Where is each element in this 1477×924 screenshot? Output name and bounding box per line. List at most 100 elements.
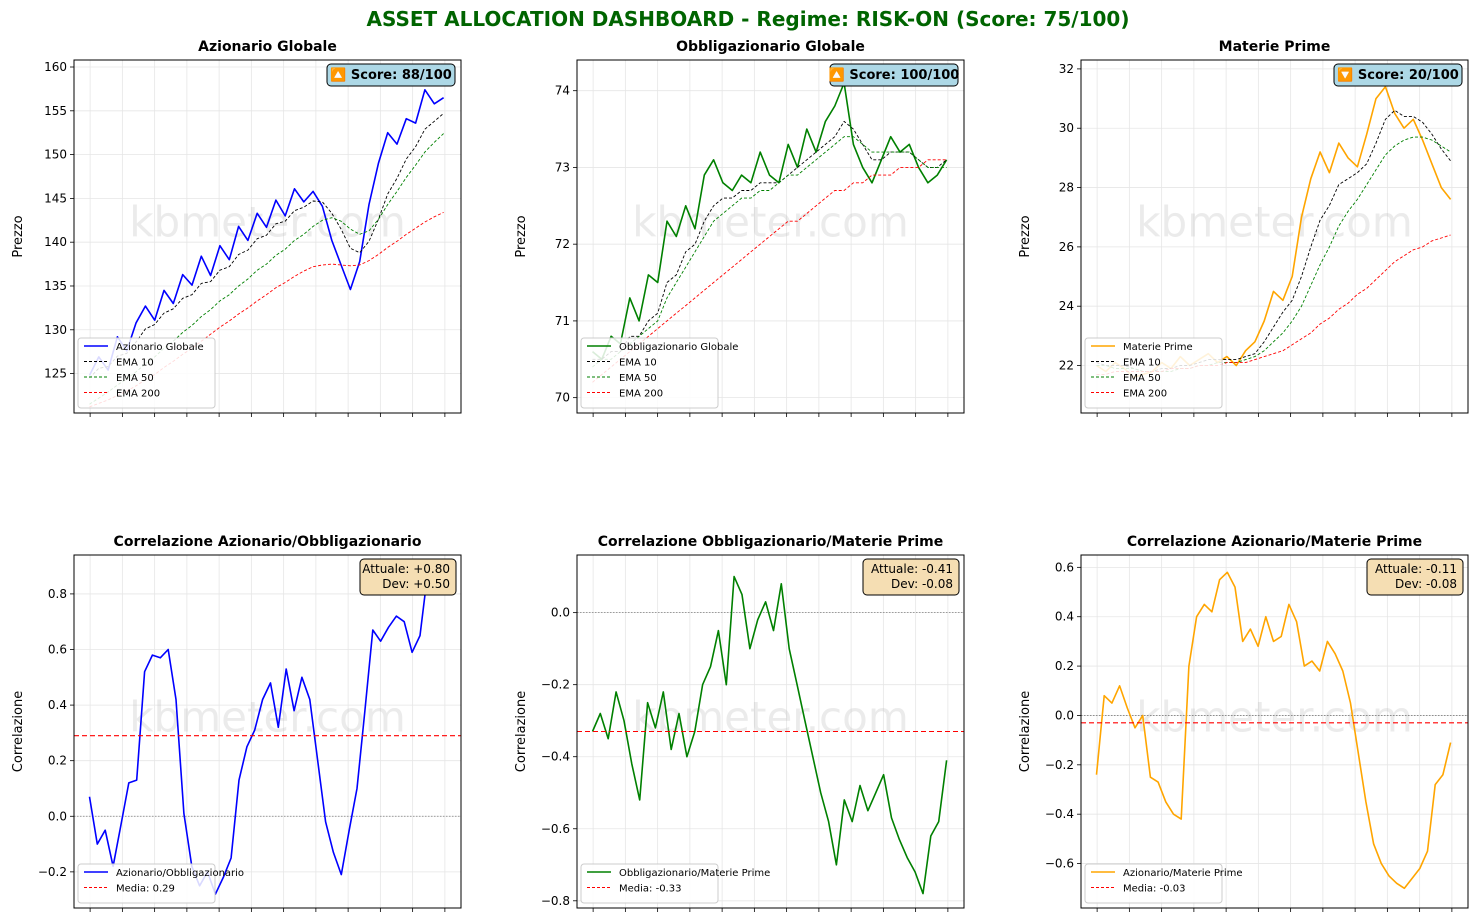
stats-line: Attuale: -0.11	[1375, 562, 1457, 576]
score-badge	[326, 63, 456, 87]
axes-frame	[1080, 59, 1469, 414]
y-axis-label: Correlazione	[514, 691, 529, 772]
series-line-price	[88, 89, 445, 376]
legend-label: EMA 50	[116, 373, 154, 384]
stats-box	[359, 558, 457, 596]
dashboard-suptitle: ASSET ALLOCATION DASHBOARD - Regime: RIS…	[366, 7, 1129, 31]
y-tick-label: 160	[44, 60, 67, 74]
chart-panel-5: −0.8−0.6−0.4−0.20.0kbmeter.comCorrelazio…	[514, 534, 965, 912]
y-tick-label: 0.2	[48, 754, 67, 768]
legend-box	[580, 337, 719, 409]
watermark-text: kbmeter.com	[632, 198, 909, 247]
legend-label: EMA 10	[1123, 358, 1161, 369]
legend-label: Azionario/Obbligazionario	[116, 868, 244, 879]
y-tick-label: 70	[555, 391, 570, 405]
legend-label: EMA 50	[619, 373, 657, 384]
y-tick-label: 74	[555, 84, 570, 98]
y-tick-label: 71	[555, 314, 570, 328]
y-tick-label: −0.8	[541, 894, 570, 908]
legend-label: EMA 200	[1123, 389, 1167, 400]
stats-box	[862, 558, 960, 596]
y-tick-label: −0.4	[1045, 807, 1074, 821]
y-tick-label: 0.4	[1055, 610, 1074, 624]
score-badge	[1333, 63, 1463, 87]
series-line-ema50	[1096, 136, 1451, 372]
chart-panel-3: 22 24 26 28 30 32 kbmeter.com Materie Prime Prez…	[1018, 39, 1469, 417]
chart-title: Correlazione Obbligazionario/Materie Pri…	[598, 534, 943, 550]
y-axis-label: Prezzo	[11, 215, 26, 257]
stats-box	[1366, 558, 1464, 596]
y-tick-label: −0.2	[38, 865, 67, 879]
chart-panel-2: 70 71 72 73 74 kbmeter.com Obbligazionario Glo…	[514, 39, 965, 417]
y-tick-label: 125	[44, 367, 67, 381]
watermark-text: kbmeter.com	[1136, 198, 1413, 247]
series-line-corr	[591, 575, 948, 895]
axes-frame	[1080, 554, 1469, 909]
legend-label: Obbligazionario/Materie Prime	[619, 868, 770, 879]
y-tick-label: −0.2	[1045, 758, 1074, 772]
axes-frame	[73, 554, 462, 909]
legend-label: EMA 10	[116, 358, 154, 369]
legend-label: Obbligazionario Globale	[619, 342, 738, 353]
stats-line: Attuale: +0.80	[362, 562, 450, 576]
chart-title: Correlazione Azionario/Obbligazionario	[114, 534, 422, 550]
axes-frame	[576, 59, 965, 414]
chart-title: Azionario Globale	[198, 39, 337, 55]
chart-panel-1: 125130135140145150155160kbmeter.comAzion…	[11, 39, 462, 417]
chart-panels: 125 130 135 140 145 150 155 160 kbmeter.com Azion…	[11, 39, 1469, 912]
series-line-ema10	[89, 113, 444, 379]
y-tick-label: 0.0	[1055, 708, 1074, 722]
legend-label: Media: 0.29	[116, 884, 175, 895]
legend-box	[1084, 863, 1223, 904]
y-axis-label: Prezzo	[514, 215, 529, 257]
y-tick-label: −0.2	[541, 678, 570, 692]
series-line-ema200	[592, 159, 947, 383]
score-text: 🔽 Score: 20/100	[1337, 67, 1459, 83]
series-line-ema10	[592, 120, 947, 360]
legend-label: EMA 200	[116, 389, 160, 400]
legend-label: EMA 50	[1123, 373, 1161, 384]
score-text: 🔼 Score: 100/100	[829, 67, 960, 83]
stats-line: Dev: -0.08	[891, 577, 953, 591]
y-tick-label: 26	[1059, 240, 1074, 254]
y-axis-label: Correlazione	[11, 691, 26, 772]
chart-panel-4: −0.20.00.20.40.60.8kbmeter.comCorrelazio…	[11, 534, 462, 912]
y-axis-label: Correlazione	[1018, 691, 1033, 772]
y-tick-label: 0.6	[48, 643, 67, 657]
legend-box	[1084, 337, 1223, 409]
y-tick-label: −0.6	[541, 822, 570, 836]
y-axis-label: Prezzo	[1018, 215, 1033, 257]
y-tick-label: 72	[555, 237, 570, 251]
y-tick-label: 0.2	[1055, 659, 1074, 673]
series-line-ema50	[592, 136, 947, 368]
score-text: 🔼 Score: 88/100	[330, 67, 452, 83]
series-line-price	[591, 82, 948, 361]
y-tick-label: −0.4	[541, 750, 570, 764]
chart-title: Obbligazionario Globale	[676, 39, 865, 55]
y-tick-label: 155	[44, 104, 67, 118]
y-tick-label: 0.8	[48, 587, 67, 601]
stats-line: Dev: -0.08	[1395, 577, 1457, 591]
y-tick-label: −0.6	[1045, 857, 1074, 871]
y-tick-label: 28	[1059, 181, 1074, 195]
series-line-corr	[88, 570, 445, 895]
legend-label: EMA 10	[619, 358, 657, 369]
y-tick-label: 73	[555, 160, 570, 174]
y-tick-label: 22	[1059, 359, 1074, 373]
legend-label: Media: -0.03	[1123, 884, 1185, 895]
legend-box	[580, 863, 719, 904]
y-tick-label: 32	[1059, 62, 1074, 76]
axes-frame	[73, 59, 462, 414]
y-tick-label: 0.4	[48, 698, 67, 712]
legend-label: Azionario/Materie Prime	[1123, 868, 1243, 879]
legend-box	[77, 863, 216, 904]
series-line-corr	[1095, 571, 1452, 890]
y-tick-label: 0.0	[48, 809, 67, 823]
legend-label: Media: -0.33	[619, 884, 681, 895]
chart-title: Correlazione Azionario/Materie Prime	[1127, 534, 1422, 550]
legend-label: EMA 200	[619, 389, 663, 400]
y-tick-label: 150	[44, 148, 67, 162]
axes-frame	[576, 554, 965, 909]
score-badge	[829, 63, 959, 87]
